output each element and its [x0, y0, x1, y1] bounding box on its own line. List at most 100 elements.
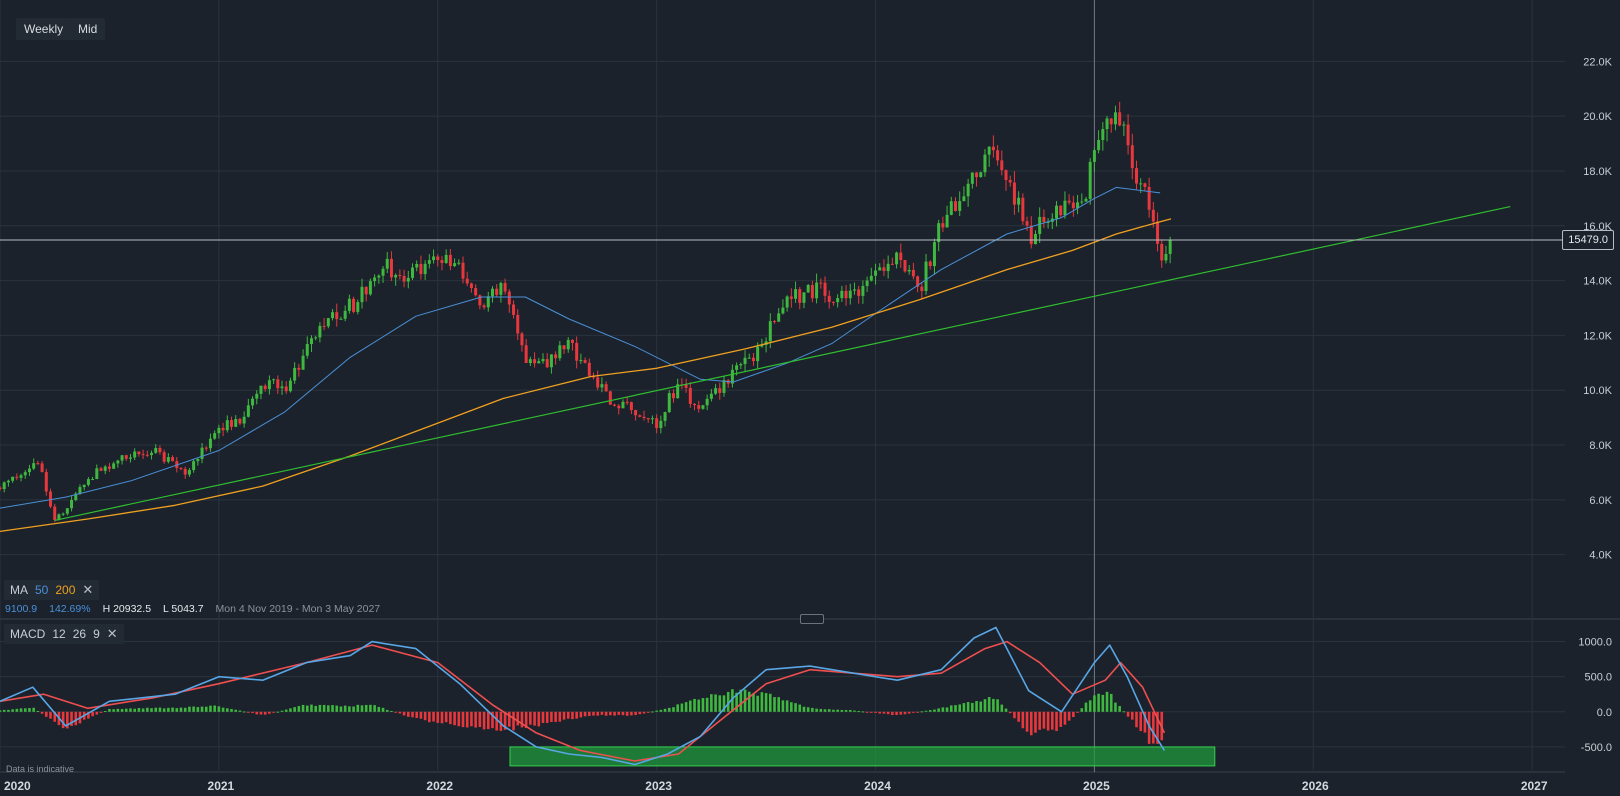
pane-resize-handle[interactable] — [800, 614, 824, 624]
y-tick-label: 16.0K — [1583, 221, 1612, 233]
ma-slow-period: 200 — [55, 583, 76, 597]
macd-histogram-bar — [360, 705, 364, 712]
candle-body — [739, 364, 743, 366]
candle-body — [356, 302, 360, 312]
macd-histogram-bar — [247, 711, 250, 713]
macd-histogram-bar — [689, 700, 692, 712]
candle-body — [32, 463, 36, 469]
candle-body — [457, 262, 461, 264]
macd-histogram-bar — [293, 707, 296, 712]
candle-body — [1113, 112, 1117, 125]
ma-indicator-legend[interactable]: MA 50 200 ✕ — [4, 580, 100, 600]
candle-body — [91, 479, 95, 481]
candle-body — [583, 360, 587, 363]
candle-body — [1017, 197, 1021, 205]
ma-fast-period: 50 — [35, 583, 49, 597]
macd-histogram-bar — [760, 692, 764, 712]
candle-body — [722, 380, 726, 393]
candle-body — [827, 295, 831, 302]
candle-body — [1076, 202, 1080, 209]
candle-body — [280, 386, 284, 389]
candle-body — [482, 305, 486, 308]
candle-body — [318, 325, 322, 338]
candle-body — [1012, 182, 1016, 205]
candle-body — [916, 276, 920, 287]
macd-histogram-bar — [941, 707, 945, 712]
candle-body — [486, 296, 490, 308]
macd-histogram-bar — [335, 705, 339, 712]
candle-body — [53, 506, 57, 521]
candle-body — [419, 263, 423, 275]
macd-histogram-bar — [398, 711, 402, 714]
macd-histogram-bar — [221, 707, 225, 712]
candle-body — [432, 256, 436, 261]
macd-close-icon[interactable]: ✕ — [106, 626, 118, 641]
ma200-line — [0, 218, 1172, 533]
candle-body — [1000, 160, 1004, 171]
ma-close-icon[interactable]: ✕ — [82, 582, 94, 597]
macd-histogram-bar — [146, 707, 149, 712]
candle-body — [646, 418, 650, 420]
candle-body — [629, 402, 633, 411]
macd-histogram-bar — [91, 711, 94, 717]
macd-histogram-bar — [45, 711, 48, 717]
macd-histogram-bar — [508, 711, 511, 727]
candle-body — [924, 261, 928, 292]
candle-body — [806, 285, 810, 293]
macd-histogram-bar — [1017, 711, 1020, 722]
macd-histogram-bar — [0, 710, 2, 712]
macd-histogram-bar — [992, 698, 995, 712]
candle-body — [650, 418, 654, 420]
ma-value: 9100.9 — [5, 603, 38, 615]
candle-body — [171, 457, 175, 462]
macd-histogram-bar — [1139, 711, 1143, 732]
macd-histogram-bar — [971, 702, 974, 712]
candle-body — [36, 463, 40, 465]
candle-body — [503, 283, 507, 292]
price-type-button[interactable]: Mid — [70, 18, 106, 40]
macd-histogram-bar — [937, 708, 940, 712]
macd-histogram-bar — [28, 708, 31, 712]
high-value: H 20932.5 — [102, 603, 152, 615]
macd-histogram-bar — [722, 695, 726, 712]
macd-histogram-bar — [870, 711, 873, 713]
macd-histogram-bar — [200, 706, 204, 712]
macd-signal: 9 — [93, 627, 100, 641]
candle-body — [1059, 205, 1063, 216]
macd-histogram-bar — [1088, 700, 1092, 712]
macd-histogram-bar — [154, 707, 158, 712]
macd-histogram-bar — [1034, 711, 1037, 733]
interval-button[interactable]: Weekly — [16, 18, 72, 40]
macd-histogram-bar — [529, 711, 532, 725]
macd-indicator-legend[interactable]: MACD 12 26 9 ✕ — [4, 624, 124, 644]
candle-body — [1042, 216, 1046, 222]
candle-body — [95, 468, 99, 480]
macd-histogram-bar — [811, 707, 814, 712]
candle-body — [718, 388, 722, 393]
candle-body — [932, 242, 936, 267]
y-tick-label: 14.0K — [1583, 276, 1612, 288]
candle-body — [617, 405, 621, 409]
macd-histogram-bar — [204, 706, 208, 712]
candle-body — [920, 286, 924, 292]
macd-histogram-bar — [474, 711, 477, 728]
macd-histogram-bar — [162, 708, 166, 712]
macd-histogram-bar — [773, 697, 776, 712]
candle-body — [996, 150, 1000, 161]
candle-body — [19, 475, 23, 478]
candle-body — [335, 312, 339, 320]
x-tick-label: 2026 — [1302, 779, 1329, 793]
macd-histogram-bar — [1147, 711, 1151, 744]
candle-body — [1134, 168, 1138, 184]
macd-histogram-bar — [322, 704, 326, 712]
candle-body — [150, 452, 154, 456]
candle-body — [234, 419, 238, 427]
macd-histogram-bar — [461, 711, 465, 728]
candle-body — [714, 388, 718, 394]
macd-histogram-bar — [238, 710, 242, 712]
macd-line — [0, 626, 1166, 766]
macd-histogram-bar — [604, 711, 608, 716]
candle-body — [1143, 183, 1147, 187]
macd-histogram-bar — [1067, 711, 1071, 721]
